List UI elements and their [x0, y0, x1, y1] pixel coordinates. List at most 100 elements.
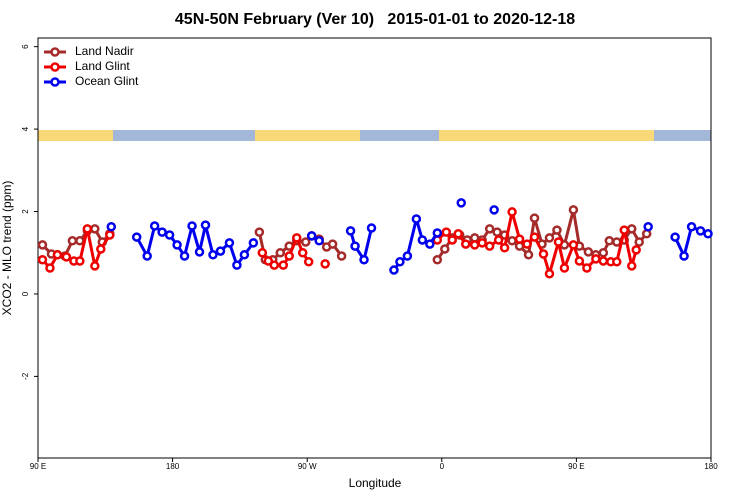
data-point: [179, 251, 190, 261]
data-point: [598, 247, 609, 258]
data-point: [75, 256, 85, 266]
x-tick-label: 0: [440, 462, 445, 471]
data-point: [263, 256, 274, 266]
data-point: [61, 252, 72, 262]
data-point: [194, 247, 205, 257]
data-point: [582, 263, 592, 273]
data-point: [484, 224, 495, 234]
data-point: [105, 230, 115, 240]
data-point: [514, 234, 525, 244]
data-point: [643, 222, 653, 232]
x-tick-label: 180: [704, 462, 718, 471]
data-point: [411, 214, 422, 224]
data-point: [568, 240, 579, 250]
data-point: [345, 226, 356, 236]
data-point: [552, 225, 562, 235]
data-point: [469, 240, 480, 250]
data-point: [248, 238, 259, 248]
data-point: [460, 239, 471, 249]
x-tick-label: 90 E: [30, 462, 46, 471]
data-point: [131, 232, 142, 242]
data-point: [37, 254, 48, 265]
chart-title: 45N-50N February (Ver 10) 2015-01-01 to …: [175, 11, 575, 28]
data-point: [612, 257, 622, 267]
data-point: [90, 261, 100, 271]
data-point: [529, 213, 540, 223]
data-point: [278, 260, 289, 270]
legend-marker: [50, 77, 60, 87]
data-point: [350, 241, 360, 251]
data-point: [453, 229, 464, 239]
legend-marker: [50, 47, 60, 57]
data-point: [583, 247, 594, 257]
data-point: [489, 205, 499, 215]
legend-label: Land Glint: [75, 59, 130, 73]
data-point: [686, 222, 697, 232]
data-point: [239, 250, 250, 260]
data-point: [284, 251, 295, 261]
data-point: [291, 233, 302, 243]
land-strip: [439, 130, 654, 141]
data-point: [492, 227, 502, 237]
data-point: [187, 221, 197, 231]
y-axis-label: XCO2 - MLO trend (ppm): [0, 181, 14, 316]
data-point: [574, 256, 585, 266]
legend-marker: [50, 62, 60, 72]
data-point: [306, 231, 317, 241]
legend-label: Ocean Glint: [75, 74, 139, 88]
data-point: [432, 228, 443, 238]
data-point: [634, 237, 644, 247]
y-tick-label: 0: [21, 291, 30, 296]
data-point: [149, 221, 160, 231]
land-strip: [38, 130, 113, 141]
data-point: [232, 260, 242, 270]
data-point: [164, 230, 175, 240]
data-point: [523, 250, 534, 260]
data-point: [522, 239, 532, 249]
data-point: [499, 243, 510, 253]
data-point: [172, 240, 182, 250]
data-point: [395, 257, 405, 267]
data-point: [303, 257, 314, 267]
data-point: [604, 236, 615, 246]
legend-label: Land Nadir: [75, 44, 134, 58]
data-point: [208, 250, 218, 260]
data-point: [425, 239, 435, 249]
data-point: [314, 236, 324, 246]
data-point: [440, 244, 450, 254]
data-point: [200, 220, 211, 230]
data-point: [626, 261, 637, 271]
data-point: [96, 244, 106, 254]
y-tick-label: -2: [21, 372, 30, 380]
data-point: [254, 227, 265, 237]
data-point: [300, 237, 311, 247]
data-point: [529, 232, 540, 242]
data-point: [389, 265, 399, 275]
data-point: [493, 235, 504, 245]
data-point: [275, 247, 286, 258]
data-point: [106, 222, 117, 232]
data-point: [703, 229, 713, 239]
data-point: [320, 259, 330, 269]
y-tick-label: 6: [21, 44, 30, 49]
plot-frame: [37, 37, 712, 459]
data-point: [544, 233, 555, 243]
data-point: [75, 236, 85, 246]
data-point: [559, 263, 570, 273]
data-point: [447, 235, 458, 245]
data-point: [507, 236, 517, 246]
data-point: [679, 251, 689, 261]
ocean-strip: [38, 130, 711, 141]
data-point: [269, 260, 280, 270]
series-line: [41, 210, 638, 276]
data-point: [553, 237, 564, 247]
data-point: [67, 236, 78, 246]
data-point: [619, 225, 630, 235]
data-point: [45, 263, 55, 273]
data-point: [157, 227, 167, 237]
data-point: [90, 224, 100, 234]
data-point: [544, 269, 555, 279]
data-point: [417, 235, 428, 245]
data-point: [631, 245, 641, 255]
